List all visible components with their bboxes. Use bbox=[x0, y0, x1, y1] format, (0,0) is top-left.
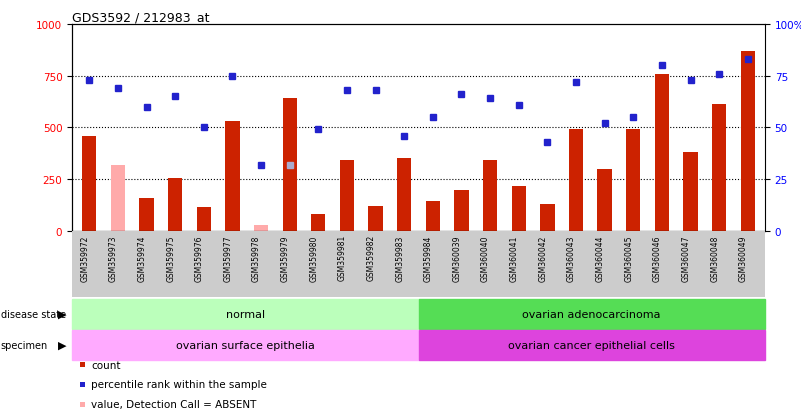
Bar bbox=[397, 159, 412, 231]
Text: GSM359977: GSM359977 bbox=[223, 235, 232, 281]
Text: GSM359978: GSM359978 bbox=[252, 235, 261, 281]
Text: ovarian cancer epithelial cells: ovarian cancer epithelial cells bbox=[509, 340, 675, 350]
Text: normal: normal bbox=[226, 309, 265, 319]
Bar bbox=[654, 74, 669, 231]
Text: GSM360039: GSM360039 bbox=[453, 235, 461, 281]
Bar bbox=[368, 206, 383, 231]
Text: ovarian adenocarcinoma: ovarian adenocarcinoma bbox=[522, 309, 661, 319]
Text: GSM359973: GSM359973 bbox=[109, 235, 118, 281]
Text: disease state: disease state bbox=[1, 309, 66, 319]
Bar bbox=[225, 122, 239, 231]
Text: GSM359980: GSM359980 bbox=[309, 235, 318, 281]
Text: GSM360048: GSM360048 bbox=[710, 235, 719, 281]
Text: percentile rank within the sample: percentile rank within the sample bbox=[91, 380, 268, 389]
Text: GSM359972: GSM359972 bbox=[80, 235, 89, 281]
Bar bbox=[569, 130, 583, 231]
Bar bbox=[598, 169, 612, 231]
Bar bbox=[196, 207, 211, 231]
Bar bbox=[418, 330, 765, 360]
Text: count: count bbox=[91, 360, 121, 370]
Text: GSM359974: GSM359974 bbox=[138, 235, 147, 281]
Text: GDS3592 / 212983_at: GDS3592 / 212983_at bbox=[72, 11, 210, 24]
Bar bbox=[425, 202, 440, 231]
Bar bbox=[111, 165, 125, 231]
Bar bbox=[168, 179, 183, 231]
Text: GSM359982: GSM359982 bbox=[367, 235, 376, 281]
Text: GSM360049: GSM360049 bbox=[739, 235, 748, 281]
Bar bbox=[418, 299, 765, 329]
Text: ▶: ▶ bbox=[58, 340, 66, 350]
Bar bbox=[72, 299, 418, 329]
Text: GSM359981: GSM359981 bbox=[338, 235, 347, 281]
Text: GSM360046: GSM360046 bbox=[653, 235, 662, 281]
Bar bbox=[454, 191, 469, 231]
Bar bbox=[139, 198, 154, 231]
Text: GSM360047: GSM360047 bbox=[682, 235, 690, 281]
Bar bbox=[311, 215, 325, 231]
Bar bbox=[540, 204, 554, 231]
Text: GSM360045: GSM360045 bbox=[624, 235, 634, 281]
Text: GSM359983: GSM359983 bbox=[395, 235, 405, 281]
Text: ▶: ▶ bbox=[58, 309, 66, 319]
Text: GSM360041: GSM360041 bbox=[509, 235, 519, 281]
Bar bbox=[283, 99, 297, 231]
Bar bbox=[254, 225, 268, 231]
Text: ovarian surface epithelia: ovarian surface epithelia bbox=[176, 340, 315, 350]
Bar bbox=[626, 130, 641, 231]
Text: GSM359979: GSM359979 bbox=[280, 235, 290, 281]
Bar bbox=[83, 136, 96, 231]
Bar bbox=[712, 104, 727, 231]
Bar bbox=[483, 161, 497, 231]
Bar bbox=[72, 330, 418, 360]
Text: GSM360044: GSM360044 bbox=[596, 235, 605, 281]
Text: GSM359975: GSM359975 bbox=[166, 235, 175, 281]
Bar bbox=[340, 161, 354, 231]
Text: GSM360042: GSM360042 bbox=[538, 235, 547, 281]
Text: GSM359976: GSM359976 bbox=[195, 235, 203, 281]
Text: GSM359984: GSM359984 bbox=[424, 235, 433, 281]
Text: GSM360040: GSM360040 bbox=[481, 235, 490, 281]
Text: specimen: specimen bbox=[1, 340, 48, 350]
Bar bbox=[741, 52, 755, 231]
Text: GSM360043: GSM360043 bbox=[567, 235, 576, 281]
Bar bbox=[512, 187, 526, 231]
Bar bbox=[683, 153, 698, 231]
Text: value, Detection Call = ABSENT: value, Detection Call = ABSENT bbox=[91, 399, 257, 409]
